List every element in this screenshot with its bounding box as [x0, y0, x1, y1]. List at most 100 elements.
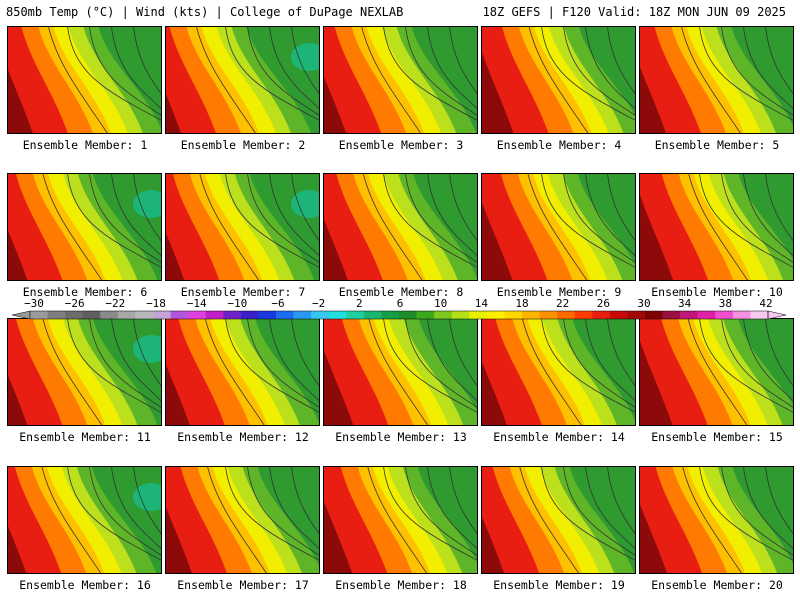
ensemble-member-map — [639, 466, 794, 574]
colorbar-tick-label: 14 — [475, 297, 489, 310]
colorbar-swatch — [346, 311, 365, 319]
colorbar-swatch — [645, 311, 663, 319]
colorbar-tick-label: 10 — [434, 297, 447, 310]
ensemble-member-map — [481, 173, 636, 281]
colorbar-swatch — [680, 311, 699, 319]
ensemble-member-label: Ensemble Member: 6 — [22, 285, 148, 299]
ensemble-member-label: Ensemble Member: 20 — [651, 578, 783, 592]
colorbar-swatch — [293, 311, 312, 319]
colorbar-swatch — [469, 311, 488, 319]
colorbar-tick-label: 42 — [759, 297, 772, 310]
colorbar-swatch — [504, 311, 523, 319]
temperature-color-scale: −30 −26 −22 −18 −14 −10 −6 −2 2 6 10 14 18 22 26 30 34 38… — [11, 297, 787, 320]
colorbar-swatch — [486, 311, 505, 319]
header-title: 850mb Temp (°C) | Wind (kts) | College o… — [6, 5, 404, 19]
colorbar-swatch — [451, 311, 470, 319]
colorbar-swatch — [557, 311, 576, 319]
colorbar-swatch — [117, 311, 136, 319]
ensemble-member-label: Ensemble Member: 7 — [180, 285, 306, 299]
colorbar-tick-label: −26 — [65, 297, 85, 310]
ensemble-member-label: Ensemble Member: 11 — [19, 430, 151, 444]
ensemble-member-label: Ensemble Member: 15 — [651, 430, 783, 444]
colorbar-tick-label: 30 — [637, 297, 650, 310]
colorbar-tick-label: −14 — [187, 297, 207, 310]
ensemble-member-label: Ensemble Member: 12 — [177, 430, 309, 444]
colorbar-swatch — [82, 311, 101, 319]
colorbar-tick-label: 26 — [597, 297, 610, 310]
colorbar-swatch — [153, 311, 171, 319]
ensemble-member-map — [481, 26, 636, 134]
ensemble-member-label: Ensemble Member: 18 — [335, 578, 467, 592]
ensemble-member-map — [165, 173, 320, 281]
colorbar-swatch — [240, 311, 259, 319]
ensemble-member-label: Ensemble Member: 16 — [19, 578, 151, 592]
colorbar-tick-label: −30 — [24, 297, 44, 310]
colorbar-swatch — [258, 311, 277, 319]
ensemble-member-map — [481, 318, 636, 426]
colorbar-swatch — [609, 311, 628, 319]
ensemble-member-label: Ensemble Member: 10 — [651, 285, 783, 299]
colorbar-tick-label: 34 — [678, 297, 692, 310]
ensemble-member-label: Ensemble Member: 1 — [22, 138, 148, 152]
ensemble-member-map — [639, 26, 794, 134]
colorbar-swatch — [381, 311, 400, 319]
colorbar-swatch — [574, 311, 593, 319]
colorbar-swatch — [662, 311, 681, 319]
colorbar-tick-label: −6 — [271, 297, 284, 310]
colorbar-swatch — [732, 311, 751, 319]
ensemble-member-label: Ensemble Member: 2 — [180, 138, 306, 152]
ensemble-member-map — [323, 466, 478, 574]
ensemble-member-map — [323, 173, 478, 281]
ensemble-member-map — [165, 318, 320, 426]
colorbar-swatch — [416, 311, 435, 319]
ensemble-member-map — [7, 318, 162, 426]
colorbar-swatch — [223, 311, 242, 319]
ensemble-member-label: Ensemble Member: 8 — [338, 285, 464, 299]
ensemble-member-map — [7, 466, 162, 574]
colorbar-swatch — [30, 311, 48, 319]
ensemble-member-map — [323, 318, 478, 426]
colorbar-swatch — [188, 311, 207, 319]
colorbar-swatch — [715, 311, 734, 319]
ensemble-member-map — [165, 26, 320, 134]
ensemble-member-label: Ensemble Member: 17 — [177, 578, 309, 592]
ensemble-member-map — [639, 318, 794, 426]
colorbar-swatch — [627, 311, 646, 319]
colorbar-tick-label: 38 — [719, 297, 732, 310]
colorbar-swatch — [135, 311, 154, 319]
colorbar-swatch — [399, 311, 417, 319]
colorbar-tick-label: −22 — [105, 297, 125, 310]
colorbar-swatch — [363, 311, 382, 319]
ensemble-member-map — [165, 466, 320, 574]
ensemble-member-label: Ensemble Member: 13 — [335, 430, 467, 444]
colorbar-swatch — [539, 311, 558, 319]
colorbar-swatch — [328, 311, 347, 319]
ensemble-member-map — [7, 173, 162, 281]
colorbar-tick-label: −18 — [146, 297, 166, 310]
colorbar-swatch — [522, 311, 540, 319]
colorbar-left-arrow — [11, 310, 31, 320]
ensemble-member-label: Ensemble Member: 9 — [496, 285, 622, 299]
colorbar-swatch — [276, 311, 294, 319]
colorbar-tick-label: 18 — [515, 297, 528, 310]
colorbar-swatch — [311, 311, 330, 319]
ensemble-member-map — [639, 173, 794, 281]
colorbar-swatch — [65, 311, 84, 319]
ensemble-member-label: Ensemble Member: 3 — [338, 138, 464, 152]
colorbar-tick-label: 6 — [397, 297, 404, 310]
ensemble-member-label: Ensemble Member: 19 — [493, 578, 625, 592]
colorbar-swatch — [205, 311, 224, 319]
ensemble-member-map — [481, 466, 636, 574]
colorbar-right-arrow — [767, 310, 787, 320]
colorbar-tick-label: 2 — [356, 297, 363, 310]
colorbar-swatch — [592, 311, 611, 319]
colorbar-swatch — [434, 311, 453, 319]
colorbar-swatch — [100, 311, 119, 319]
ensemble-member-map — [323, 26, 478, 134]
colorbar-swatch — [750, 311, 769, 319]
ensemble-member-label: Ensemble Member: 14 — [493, 430, 625, 444]
ensemble-member-label: Ensemble Member: 5 — [654, 138, 780, 152]
colorbar-tick-label: −10 — [227, 297, 247, 310]
colorbar-swatch — [47, 311, 66, 319]
colorbar-swatch — [170, 311, 189, 319]
